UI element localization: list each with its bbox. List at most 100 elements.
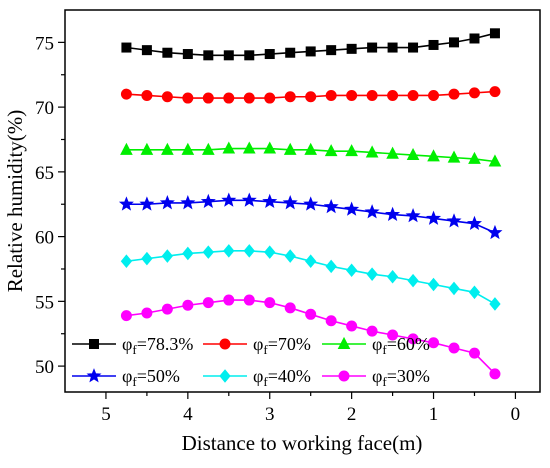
data-point — [223, 50, 234, 61]
legend-label: φf=30% — [372, 366, 430, 389]
data-point — [305, 91, 317, 103]
data-point — [285, 47, 296, 58]
data-point — [487, 224, 503, 240]
legend-marker — [89, 339, 99, 349]
data-point — [365, 145, 379, 158]
data-point — [489, 368, 501, 380]
data-point — [366, 267, 378, 281]
data-point — [120, 310, 132, 322]
legend-label-main: φ — [372, 366, 382, 386]
legend-label-rest: =78.3% — [137, 334, 194, 354]
data-point — [407, 273, 419, 288]
x-axis-title: Distance to working face(m) — [182, 431, 423, 455]
data-point — [446, 213, 462, 228]
x-tick-label: 1 — [429, 404, 439, 425]
data-point — [387, 329, 399, 341]
legend-label-sub: f — [263, 374, 268, 389]
data-point — [385, 206, 401, 221]
data-point — [303, 196, 319, 211]
data-point — [139, 196, 155, 211]
y-tick-label: 60 — [35, 228, 54, 249]
data-point — [345, 144, 358, 157]
data-point — [120, 88, 132, 100]
legend-label-rest: =50% — [137, 366, 180, 386]
data-point — [284, 302, 296, 314]
data-point — [344, 201, 360, 216]
data-point — [141, 89, 153, 101]
data-point — [262, 193, 278, 209]
data-point — [447, 150, 461, 163]
data-point — [387, 89, 399, 101]
data-point — [305, 46, 316, 57]
y-tick-label: 50 — [35, 357, 54, 378]
legend-label: φf=60% — [372, 334, 430, 357]
data-point — [427, 149, 440, 162]
data-point — [141, 45, 152, 56]
y-tick-label: 70 — [35, 98, 54, 119]
data-point — [263, 141, 277, 154]
data-point — [141, 307, 153, 319]
data-point — [489, 86, 501, 98]
legend-label-rest: =60% — [387, 334, 430, 354]
data-point — [121, 42, 132, 53]
legend-marker — [338, 370, 350, 382]
data-point — [264, 245, 276, 259]
data-point — [202, 245, 214, 259]
data-point — [489, 28, 500, 39]
legend-marker — [219, 338, 231, 350]
data-point — [364, 204, 380, 219]
data-point — [386, 146, 399, 159]
data-point — [466, 215, 482, 231]
data-point — [448, 281, 460, 296]
data-point — [325, 89, 337, 101]
y-tick-label: 75 — [35, 33, 54, 54]
data-point — [223, 294, 235, 306]
data-point — [264, 49, 275, 60]
data-point — [241, 192, 257, 207]
data-point — [408, 42, 419, 53]
data-point — [345, 263, 358, 278]
data-point — [448, 88, 460, 100]
data-point — [284, 91, 296, 103]
data-point — [326, 45, 337, 56]
data-point — [305, 254, 317, 268]
data-point — [161, 303, 173, 315]
data-point — [140, 142, 154, 155]
data-point — [243, 92, 255, 104]
legend-label-main: φ — [122, 366, 132, 386]
data-point — [284, 249, 296, 263]
series-layer — [118, 28, 503, 380]
x-tick-label: 0 — [511, 404, 521, 425]
x-tick-label: 5 — [101, 404, 111, 425]
data-point — [120, 142, 133, 155]
legend-label: φf=40% — [253, 366, 311, 389]
data-point — [304, 142, 318, 155]
data-point — [243, 244, 255, 258]
data-point — [222, 141, 236, 154]
legend-label-sub: f — [263, 342, 268, 357]
data-point — [407, 89, 419, 101]
x-tick-label: 2 — [347, 404, 357, 425]
data-point — [223, 92, 235, 104]
series-5 — [120, 244, 501, 311]
legend-marker — [86, 368, 102, 383]
data-point — [202, 92, 214, 104]
data-point — [448, 342, 460, 354]
series-6 — [120, 294, 501, 380]
data-point — [468, 347, 480, 359]
data-point — [325, 259, 337, 274]
x-tick-label: 3 — [265, 404, 275, 425]
data-point — [282, 195, 298, 210]
data-point — [264, 92, 276, 104]
series-3 — [120, 141, 502, 167]
y-tick-label: 55 — [35, 292, 54, 313]
legend-entry: φf=30% — [322, 366, 430, 389]
series-4 — [118, 192, 503, 240]
data-point — [428, 39, 439, 50]
data-point — [243, 294, 255, 306]
data-point — [468, 285, 481, 300]
legend-label-rest: =40% — [268, 366, 311, 386]
legend-marker — [337, 336, 351, 349]
legend-entry: φf=70% — [203, 334, 311, 357]
